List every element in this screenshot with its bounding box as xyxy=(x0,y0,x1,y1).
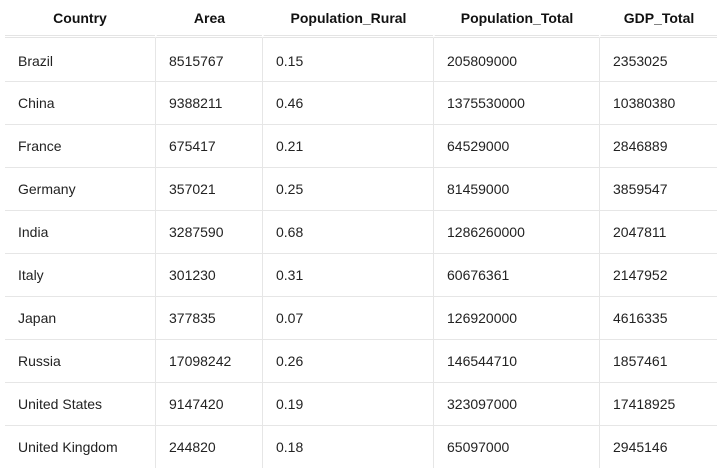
column-header-population-total[interactable]: Population_Total xyxy=(433,0,599,38)
cell-population-total: 205809000 xyxy=(433,38,599,81)
cell-population-total: 65097000 xyxy=(433,425,599,468)
table-row: United Kingdom 244820 0.18 65097000 2945… xyxy=(5,425,717,468)
cell-country: United States xyxy=(5,382,155,425)
cell-population-total: 1375530000 xyxy=(433,81,599,124)
table-row: Brazil 8515767 0.15 205809000 2353025 xyxy=(5,38,717,81)
table-row: Russia 17098242 0.26 146544710 1857461 xyxy=(5,339,717,382)
cell-area: 357021 xyxy=(155,167,262,210)
cell-country: United Kingdom xyxy=(5,425,155,468)
cell-gdp-total: 4616335 xyxy=(599,296,717,339)
table-row: Italy 301230 0.31 60676361 2147952 xyxy=(5,253,717,296)
cell-area: 17098242 xyxy=(155,339,262,382)
column-header-population-rural[interactable]: Population_Rural xyxy=(262,0,433,38)
cell-area: 8515767 xyxy=(155,38,262,81)
cell-country: India xyxy=(5,210,155,253)
header-row: Country Area Population_Rural Population… xyxy=(5,0,717,38)
cell-population-rural: 0.19 xyxy=(262,382,433,425)
cell-country: France xyxy=(5,124,155,167)
table-row: China 9388211 0.46 1375530000 10380380 xyxy=(5,81,717,124)
cell-population-rural: 0.68 xyxy=(262,210,433,253)
cell-country: Japan xyxy=(5,296,155,339)
table-row: Germany 357021 0.25 81459000 3859547 xyxy=(5,167,717,210)
column-header-gdp-total[interactable]: GDP_Total xyxy=(599,0,717,38)
cell-country: Russia xyxy=(5,339,155,382)
cell-gdp-total: 2047811 xyxy=(599,210,717,253)
cell-gdp-total: 2846889 xyxy=(599,124,717,167)
cell-population-total: 146544710 xyxy=(433,339,599,382)
cell-population-total: 64529000 xyxy=(433,124,599,167)
cell-population-total: 81459000 xyxy=(433,167,599,210)
cell-country: Italy xyxy=(5,253,155,296)
column-header-country[interactable]: Country xyxy=(5,0,155,38)
cell-area: 377835 xyxy=(155,296,262,339)
cell-population-rural: 0.26 xyxy=(262,339,433,382)
cell-area: 301230 xyxy=(155,253,262,296)
table-row: Japan 377835 0.07 126920000 4616335 xyxy=(5,296,717,339)
cell-population-total: 1286260000 xyxy=(433,210,599,253)
column-header-area[interactable]: Area xyxy=(155,0,262,38)
cell-population-rural: 0.18 xyxy=(262,425,433,468)
cell-population-total: 126920000 xyxy=(433,296,599,339)
cell-country: China xyxy=(5,81,155,124)
cell-population-rural: 0.46 xyxy=(262,81,433,124)
table-header: Country Area Population_Rural Population… xyxy=(5,0,717,38)
table-body: Brazil 8515767 0.15 205809000 2353025 Ch… xyxy=(5,38,717,468)
cell-population-total: 60676361 xyxy=(433,253,599,296)
cell-gdp-total: 1857461 xyxy=(599,339,717,382)
cell-gdp-total: 10380380 xyxy=(599,81,717,124)
cell-area: 9388211 xyxy=(155,81,262,124)
cell-area: 9147420 xyxy=(155,382,262,425)
cell-gdp-total: 2945146 xyxy=(599,425,717,468)
cell-gdp-total: 2353025 xyxy=(599,38,717,81)
cell-country: Germany xyxy=(5,167,155,210)
cell-population-rural: 0.07 xyxy=(262,296,433,339)
cell-population-rural: 0.21 xyxy=(262,124,433,167)
cell-gdp-total: 17418925 xyxy=(599,382,717,425)
cell-gdp-total: 2147952 xyxy=(599,253,717,296)
cell-area: 244820 xyxy=(155,425,262,468)
cell-population-rural: 0.31 xyxy=(262,253,433,296)
data-table: Country Area Population_Rural Population… xyxy=(5,0,717,468)
cell-population-rural: 0.25 xyxy=(262,167,433,210)
cell-population-rural: 0.15 xyxy=(262,38,433,81)
table-row: France 675417 0.21 64529000 2846889 xyxy=(5,124,717,167)
cell-area: 3287590 xyxy=(155,210,262,253)
table-row: India 3287590 0.68 1286260000 2047811 xyxy=(5,210,717,253)
cell-country: Brazil xyxy=(18,52,54,69)
cell-area: 675417 xyxy=(155,124,262,167)
cell-population-total: 323097000 xyxy=(433,382,599,425)
table-row: United States 9147420 0.19 323097000 174… xyxy=(5,382,717,425)
cell-gdp-total: 3859547 xyxy=(599,167,717,210)
